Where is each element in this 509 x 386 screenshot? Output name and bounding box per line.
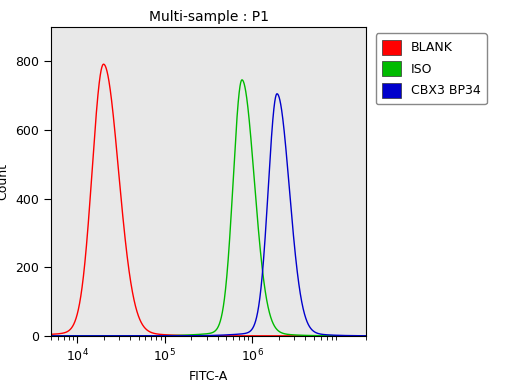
X-axis label: FITC-A: FITC-A [189,370,229,383]
Title: Multi-sample : P1: Multi-sample : P1 [149,10,269,24]
Y-axis label: Count: Count [0,163,10,200]
Legend: BLANK, ISO, CBX3 BP34: BLANK, ISO, CBX3 BP34 [376,33,487,104]
